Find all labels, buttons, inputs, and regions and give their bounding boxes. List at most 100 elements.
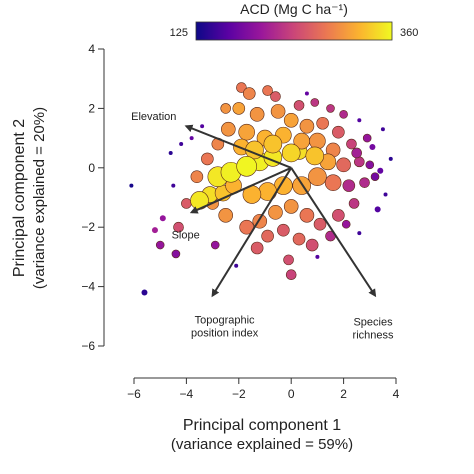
data-point (232, 102, 246, 115)
data-point (315, 254, 320, 259)
data-point (383, 192, 388, 197)
data-point (354, 156, 365, 168)
x-tick-label: −2 (232, 387, 246, 401)
y-tick-label: 4 (88, 42, 95, 56)
vector-label: Topographic position index (191, 315, 259, 340)
data-point (234, 263, 239, 268)
data-point (283, 199, 299, 214)
data-point (313, 217, 327, 231)
data-point (341, 219, 351, 229)
x-tick-label: −4 (180, 387, 194, 401)
x-axis: −6 −4 −2 0 2 4 (127, 377, 400, 401)
data-point (249, 107, 265, 122)
loading-arrow (211, 167, 293, 298)
data-point (310, 98, 320, 107)
data-point (171, 249, 181, 259)
y-tick-label: −4 (81, 280, 95, 294)
data-point (359, 177, 370, 188)
data-point (283, 254, 294, 266)
data-point (365, 160, 375, 170)
data-point (357, 118, 362, 123)
data-point (332, 209, 345, 222)
data-point (374, 206, 381, 213)
data-point (305, 146, 325, 166)
data-point (370, 172, 380, 182)
data-point (380, 127, 385, 132)
data-point (151, 227, 158, 234)
x-axis-title: Principal component 1 (183, 417, 341, 434)
data-point (210, 240, 220, 250)
data-point (258, 182, 277, 201)
x-axis-subtitle: (variance explained = 59%) (171, 436, 353, 453)
data-point (189, 136, 194, 141)
x-tick-label: 2 (340, 387, 347, 401)
data-point (270, 91, 281, 102)
data-point (305, 238, 319, 252)
data-point (351, 147, 363, 159)
colorbar: ACD (Mg C ha⁻¹) 125 360 (170, 1, 418, 41)
data-point (316, 116, 329, 130)
data-point (299, 208, 315, 223)
scatter-points (129, 82, 393, 296)
data-point (377, 167, 384, 174)
data-point (159, 215, 166, 222)
data-point (171, 183, 176, 188)
y-tick-label: −6 (81, 339, 95, 353)
data-point (238, 123, 255, 141)
data-point (190, 170, 204, 184)
data-point (304, 91, 309, 96)
data-point (220, 103, 231, 114)
data-point (326, 104, 335, 113)
data-point (299, 118, 315, 134)
data-point (181, 198, 192, 209)
data-point (308, 167, 327, 187)
colorbar-gradient (195, 21, 393, 41)
data-point (346, 138, 357, 150)
data-point (342, 179, 356, 192)
data-point (221, 121, 236, 137)
data-point (270, 104, 286, 119)
vector-label: Elevation (131, 111, 176, 123)
data-point (242, 87, 256, 100)
data-point (357, 231, 362, 236)
vector-label: Species richness (353, 317, 394, 342)
data-point (277, 223, 290, 237)
data-point (236, 82, 247, 93)
y-tick-label: 2 (88, 101, 95, 115)
loading-arrow (290, 167, 377, 298)
data-point (263, 134, 283, 154)
data-point (292, 232, 306, 246)
loading-arrow (189, 166, 292, 214)
data-point (261, 229, 274, 243)
y-axis: −6 −4 −2 0 2 4 (81, 42, 105, 353)
data-point (362, 133, 372, 143)
data-point (155, 240, 165, 250)
x-tick-label: 0 (288, 387, 295, 401)
colorbar-min-label: 125 (170, 27, 188, 39)
data-point (293, 100, 305, 111)
x-tick-label: −6 (127, 387, 141, 401)
data-point (369, 144, 376, 151)
data-point (262, 85, 273, 96)
loading-arrow (184, 124, 292, 169)
data-point (283, 112, 299, 128)
colorbar-max-label: 360 (400, 27, 418, 39)
colorbar-title: ACD (Mg C ha⁻¹) (240, 1, 348, 17)
data-point (348, 198, 360, 209)
data-point (200, 124, 205, 129)
data-point (179, 142, 184, 147)
data-point (173, 221, 184, 233)
y-tick-label: −2 (81, 220, 95, 234)
y-tick-label: 0 (88, 161, 95, 175)
data-point (285, 269, 297, 281)
data-point (324, 174, 342, 191)
data-point (168, 150, 173, 155)
data-point (309, 132, 326, 150)
data-point (281, 143, 301, 163)
x-tick-label: 4 (393, 387, 400, 401)
vector-label: Slope (172, 229, 200, 241)
data-point (218, 208, 233, 223)
data-point (141, 289, 148, 296)
loading-vectors: Elevation Slope Topographic position index S… (131, 111, 394, 341)
